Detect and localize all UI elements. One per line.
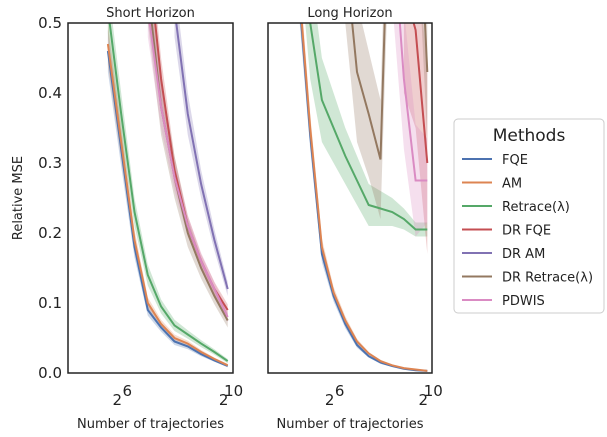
y-tick-label-0.5: 0.5 — [38, 14, 62, 32]
band-long-3 — [403, 23, 428, 254]
series-line-long-6 — [398, 23, 428, 182]
legend-box — [453, 118, 605, 314]
plot-area-long — [299, 23, 429, 372]
band-long-2 — [305, 23, 428, 237]
x-tick-label-long-2e6-base: 2 — [325, 391, 335, 409]
x-tick-label-long-2e10-base: 2 — [419, 391, 429, 409]
legend: Methods FQE AM Retrace(λ) DR FQE DR AM DR Retr… — [453, 118, 605, 314]
legend-label-1: AM — [502, 177, 522, 192]
legend-label-2: Retrace(λ) — [502, 200, 570, 215]
y-tick-label-0.2: 0.2 — [38, 224, 62, 242]
series-line-long-2 — [309, 23, 428, 231]
band-long-5 — [345, 23, 428, 219]
x-tick-label-short-2e10-exponent: 10 — [224, 382, 243, 400]
legend-title: Methods — [493, 126, 566, 146]
x-tick-label-long-2e6-exponent: 6 — [335, 382, 345, 400]
x-axis-label-short: Number of trajectories — [77, 417, 224, 432]
series-line-short-1 — [106, 43, 229, 367]
series-line-short-4 — [175, 23, 229, 290]
x-tick-label-short-2e10-base: 2 — [219, 391, 229, 409]
panel-title-short: Short Horizon — [106, 6, 195, 21]
legend-label-4: DR AM — [502, 247, 545, 262]
x-axis-label-long: Number of trajectories — [277, 417, 424, 432]
axes-frame-short — [67, 22, 234, 374]
y-tick-label-0.3: 0.3 — [38, 154, 62, 172]
x-tick-label-long-2e10-exponent: 10 — [424, 382, 443, 400]
series-line-long-3 — [412, 23, 429, 164]
legend-label-3: DR FQE — [502, 224, 551, 239]
band-short-3 — [152, 23, 228, 316]
y-tick-label-0.0: 0.0 — [38, 364, 62, 382]
series-line-short-6 — [148, 23, 229, 318]
series-line-long-1 — [300, 23, 428, 372]
series-line-long-5 — [351, 23, 429, 160]
band-short-4 — [174, 23, 228, 296]
x-tick-label-short-2e6-base: 2 — [112, 391, 122, 409]
x-tick-label-short-2e6-exponent: 6 — [122, 382, 132, 400]
series-line-short-2 — [108, 23, 229, 362]
plot-area-short — [106, 23, 229, 368]
x-tick-label-short-2e10: 210 — [219, 382, 243, 409]
legend-label-6: PDWIS — [502, 294, 545, 309]
legend-label-0: FQE — [502, 153, 528, 168]
legend-label-5: DR Retrace(λ) — [502, 271, 593, 286]
y-axis-label: Relative MSE — [11, 156, 26, 240]
y-tick-label-0.4: 0.4 — [38, 84, 62, 102]
axes-frame-long — [267, 22, 433, 374]
panel-title-long: Long Horizon — [307, 6, 392, 21]
y-tick-label-0.1: 0.1 — [38, 294, 62, 312]
x-tick-label-long-2e10: 210 — [419, 382, 443, 409]
